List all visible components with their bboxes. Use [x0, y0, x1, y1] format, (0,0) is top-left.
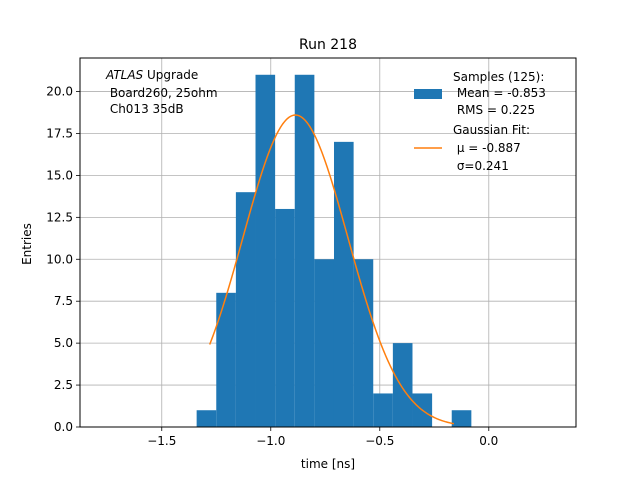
gaussian-fit-curve	[209, 114, 455, 425]
annotation-line-2: Board260, 25ohm	[106, 86, 218, 100]
histogram-bar	[353, 259, 374, 427]
atlas-annotation: ATLAS Upgrade Board260, 25ohm Ch013 35dB	[105, 68, 218, 116]
legend-fit-line-1: Gaussian Fit:	[453, 123, 530, 137]
axes-frame	[79, 57, 577, 428]
y-tick-label: 10.0	[46, 252, 73, 266]
legend: Samples (125): Mean = -0.853 RMS = 0.225…	[414, 70, 546, 173]
legend-fit-line-3: σ=0.241	[453, 159, 509, 173]
histogram-bar	[235, 192, 256, 427]
chart-title: Run 218	[299, 37, 357, 53]
annotation-line-3: Ch013 35dB	[106, 102, 184, 116]
histogram-bar	[216, 292, 236, 427]
histogram-bar	[314, 259, 334, 427]
histogram-bar	[451, 410, 472, 427]
legend-fit-line-2: μ = -0.887	[453, 141, 521, 155]
y-tick-label: 5.0	[54, 336, 73, 350]
legend-swatch-samples	[414, 89, 442, 99]
x-tick-label: 0.0	[479, 434, 498, 448]
gaussian-fit-layer	[209, 114, 455, 425]
x-axis-label: time [ns]	[301, 457, 355, 471]
histogram-bar	[255, 74, 276, 427]
histogram-bar	[333, 141, 354, 427]
x-tick-label: −0.5	[365, 434, 394, 448]
y-tick-label: 17.5	[46, 126, 73, 140]
y-tick-label: 12.5	[46, 210, 73, 224]
annotation-italic: ATLAS	[105, 68, 144, 82]
y-axis-label: Entries	[20, 223, 34, 265]
y-tick-label: 2.5	[54, 378, 73, 392]
histogram-bar	[373, 393, 393, 427]
annotation-line-1: Upgrade	[143, 68, 198, 82]
histogram-bar	[196, 410, 217, 427]
axis-ticks: −1.5 −1.0 −0.5 0.0 0.0 2.5 5.0 7.5 10.0 12.5 15.0 1…	[46, 85, 498, 448]
y-tick-label: 0.0	[54, 420, 73, 434]
y-tick-label: 15.0	[46, 168, 73, 182]
legend-samples-line-3: RMS = 0.225	[453, 103, 535, 117]
histogram-bar	[294, 74, 315, 427]
legend-samples-line-2: Mean = -0.853	[453, 86, 546, 100]
x-tick-label: −1.0	[256, 434, 285, 448]
histogram-bar	[275, 208, 295, 427]
svg-text:ATLAS Upgrade: ATLAS Upgrade	[105, 68, 198, 82]
y-tick-label: 20.0	[46, 85, 73, 99]
x-tick-label: −1.5	[147, 434, 176, 448]
y-tick-label: 7.5	[54, 294, 73, 308]
histogram-bar	[392, 343, 413, 427]
legend-samples-line-1: Samples (125):	[453, 70, 544, 84]
histogram-bars	[196, 74, 472, 427]
